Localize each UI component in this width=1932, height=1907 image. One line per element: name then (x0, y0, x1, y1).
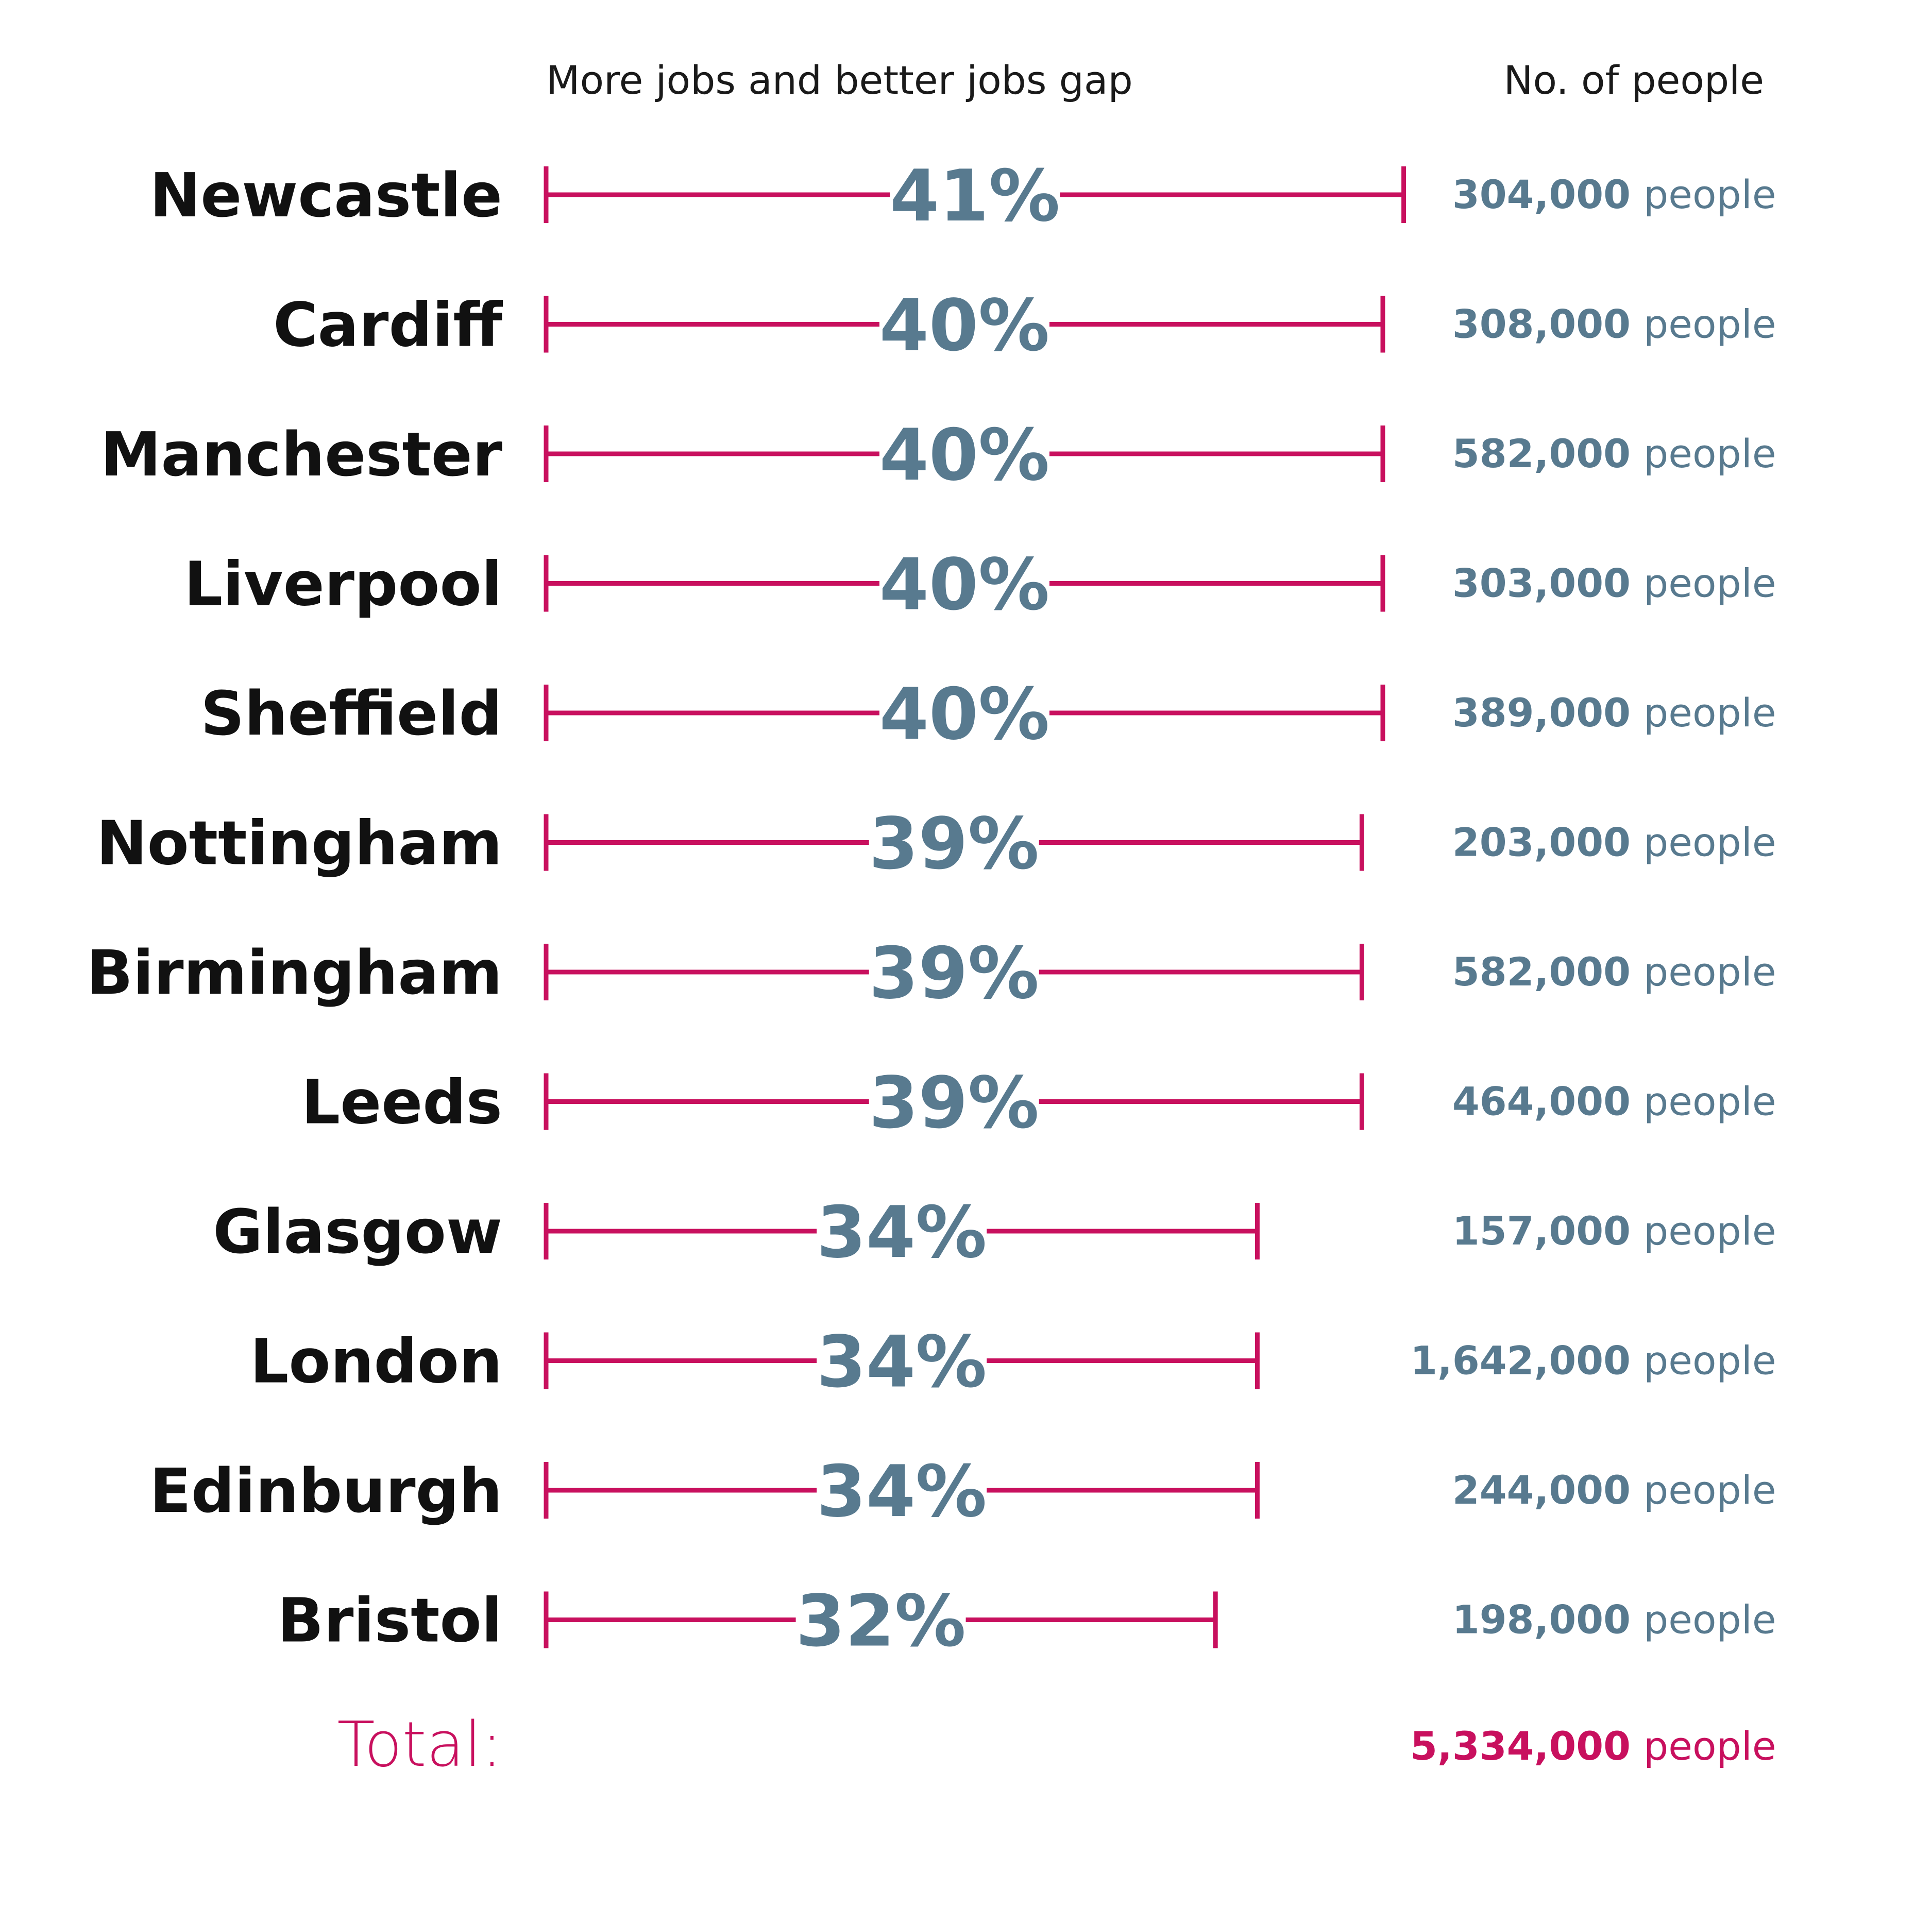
people-unit: people (1643, 1079, 1776, 1125)
bar-row-newcastle: Newcastle 41% 304,000 people (150, 155, 1776, 237)
value-label: 34% (817, 1450, 987, 1533)
people-unit: people (1643, 1208, 1776, 1254)
bar-row-london: London 34% 1,642,000 people (250, 1321, 1776, 1404)
city-label: Bristol (277, 1585, 502, 1656)
people-count: 582,000 (1452, 949, 1631, 995)
bar-row-leeds: Leeds 39% 464,000 people (301, 1062, 1776, 1145)
people-unit: people (1643, 1338, 1776, 1384)
city-label: Newcastle (150, 160, 503, 231)
city-label: Cardiff (273, 290, 503, 361)
value-label: 41% (890, 155, 1060, 237)
people-unit: people (1643, 301, 1776, 347)
bar-row-manchester: Manchester 40% 582,000 people (100, 414, 1776, 497)
value-label: 40% (879, 673, 1049, 756)
value-label: 40% (879, 543, 1049, 626)
people-count: 198,000 (1452, 1597, 1631, 1643)
bar-row-bristol: Bristol 32% 198,000 people (277, 1580, 1776, 1663)
bar-row-sheffield: Sheffield 40% 389,000 people (200, 673, 1776, 756)
bar-row-birmingham: Birmingham 39% 582,000 people (87, 932, 1776, 1015)
people-unit: people (1643, 1467, 1776, 1513)
value-label: 40% (879, 414, 1049, 497)
total-value: 5,334,000 (1410, 1723, 1631, 1769)
people-count: 582,000 (1452, 431, 1631, 476)
city-label: Leeds (301, 1067, 502, 1138)
chart-rows: Newcastle 41% 304,000 people Cardiff 40% 308,0… (87, 155, 1776, 1663)
people-unit: people (1643, 1597, 1776, 1643)
people-unit: people (1643, 431, 1776, 476)
people-unit: people (1643, 560, 1776, 606)
city-label: Edinburgh (149, 1455, 502, 1526)
value-label: 34% (817, 1191, 987, 1274)
bar-row-edinburgh: Edinburgh 34% 244,000 people (149, 1450, 1776, 1533)
city-label: Glasgow (213, 1196, 502, 1267)
people-count: 303,000 (1452, 560, 1631, 606)
people-count: 389,000 (1452, 690, 1631, 736)
people-count: 157,000 (1452, 1208, 1631, 1254)
people-column-header: No. of people (1504, 57, 1764, 103)
city-label: Birmingham (87, 937, 502, 1008)
city-label: Nottingham (96, 808, 502, 879)
total-label: Total: (337, 1709, 502, 1781)
city-label: Sheffield (200, 678, 502, 749)
city-label: Manchester (100, 419, 502, 490)
value-label: 40% (879, 284, 1049, 367)
bar-row-cardiff: Cardiff 40% 308,000 people (273, 284, 1776, 367)
value-label: 32% (795, 1580, 965, 1663)
total-unit: people (1643, 1723, 1776, 1769)
people-count: 304,000 (1452, 172, 1631, 217)
bar-row-glasgow: Glasgow 34% 157,000 people (213, 1191, 1776, 1274)
people-count: 464,000 (1452, 1079, 1631, 1125)
people-unit: people (1643, 690, 1776, 736)
people-unit: people (1643, 172, 1776, 217)
value-label: 39% (869, 803, 1039, 886)
bar-row-liverpool: Liverpool 40% 303,000 people (184, 543, 1776, 626)
bar-row-nottingham: Nottingham 39% 203,000 people (96, 803, 1776, 886)
people-unit: people (1643, 820, 1776, 865)
value-label: 39% (869, 932, 1039, 1015)
people-count: 244,000 (1452, 1467, 1631, 1513)
total-row: Total: 5,334,000 people (337, 1709, 1776, 1781)
people-unit: people (1643, 949, 1776, 995)
value-label: 39% (869, 1062, 1039, 1145)
city-label: Liverpool (184, 549, 502, 620)
gap-column-header: More jobs and better jobs gap (546, 57, 1133, 103)
people-count: 203,000 (1452, 820, 1631, 865)
people-count: 1,642,000 (1410, 1338, 1631, 1384)
value-label: 34% (817, 1321, 987, 1404)
city-label: London (250, 1326, 502, 1397)
people-count: 308,000 (1452, 301, 1631, 347)
